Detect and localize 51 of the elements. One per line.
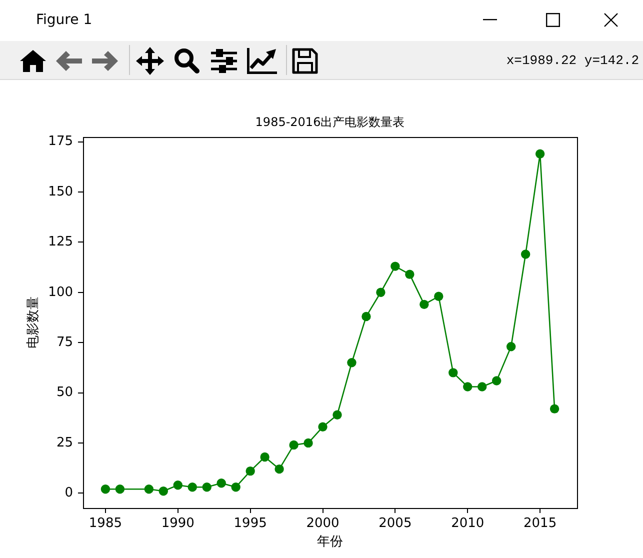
point [420,300,429,310]
point [246,466,255,476]
point [274,464,284,474]
caption: Figure 1 [36,11,92,29]
y-tick-label: 175 [48,134,73,150]
point [478,382,487,392]
point [376,288,386,297]
x-tick-label: 2005 [378,516,412,532]
point [463,382,472,392]
point [535,149,545,158]
point [202,482,212,492]
y-tick-label: 0 [64,486,73,501]
point [405,270,414,279]
point [289,440,298,450]
point [362,312,371,322]
x-tick-label: 2010 [451,516,484,532]
point [318,422,328,432]
point [260,452,270,462]
y-tick-label: 150 [48,184,73,200]
point [550,404,560,414]
point [144,484,154,494]
y-tick-label: 125 [48,234,73,250]
point [347,358,356,368]
point [520,250,530,259]
y-tick-label: 25 [56,435,73,450]
y-tick-label: 50 [56,385,73,400]
x-tick-label: 1985 [88,516,122,532]
text: x=1989.22 y=142.2 [506,52,639,70]
point [188,482,197,492]
point [100,484,110,494]
point [332,410,342,420]
y-tick-label: 75 [56,334,73,350]
point [216,478,226,488]
x-tick-label: 1990 [161,516,194,532]
chart-title: 1985-2016出产电影数量表 [255,115,405,130]
point [492,376,502,386]
point [115,484,125,494]
point [434,292,444,301]
point [158,486,168,496]
y-tick-label: 100 [48,284,73,300]
x-tick-label: 2000 [306,516,340,532]
point [390,262,400,271]
x-axis-title: 年份 [317,534,343,550]
y-axis-title: 电影数量 [26,296,42,348]
x-tick-label: 1995 [234,516,267,532]
x-tick-label: 2015 [524,516,557,532]
point [448,368,458,378]
point [231,482,240,492]
point [506,342,516,352]
point [304,438,313,448]
point [173,480,182,490]
